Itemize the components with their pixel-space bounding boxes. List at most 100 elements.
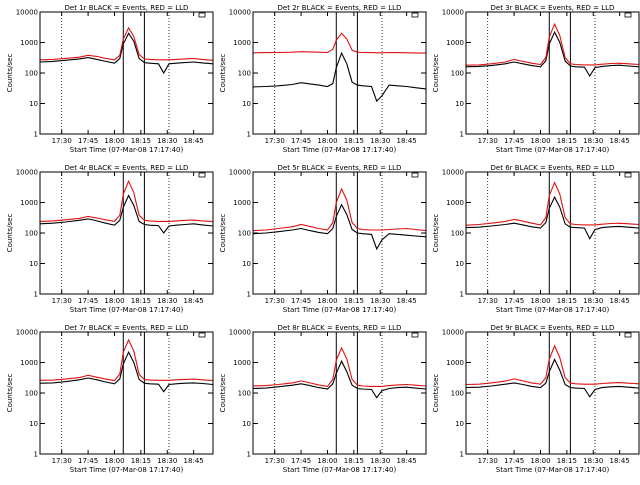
x-tick-label: 18:45 <box>184 297 204 305</box>
x-tick-label: 18:00 <box>530 457 550 465</box>
panel-det-6: Det 6r BLACK = Events, RED = LLD 1 10 100 10… <box>432 164 640 314</box>
y-tick-label: 1000 <box>20 359 38 367</box>
series-lld-line <box>39 338 214 382</box>
y-tick-label: 1000 <box>446 359 464 367</box>
x-tick-label: 18:45 <box>397 137 417 145</box>
y-tick-label: 1000 <box>233 199 251 207</box>
panel-det-4: Det 4r BLACK = Events, RED = LLD 1 10 100 10… <box>6 164 214 314</box>
corner-marker <box>198 332 206 338</box>
series-lld-line <box>252 32 427 54</box>
y-tick-label: 1 <box>247 451 251 459</box>
x-axis-label: Start Time (07-Mar-08 17:17:40) <box>496 306 610 314</box>
series-lld-line <box>465 344 640 386</box>
x-axis-label: Start Time (07-Mar-08 17:17:40) <box>283 306 397 314</box>
x-axis-label: Start Time (07-Mar-08 17:17:40) <box>70 306 184 314</box>
y-axis-label: Counts/sec <box>432 54 440 93</box>
y-tick-label: 10 <box>455 260 464 268</box>
panel-det-2: Det 2r BLACK = Events, RED = LLD 1 10 100 10… <box>219 4 427 154</box>
y-tick-label: 1 <box>247 291 251 299</box>
panel-det-9: Det 9r BLACK = Events, RED = LLD 1 10 100 10… <box>432 324 640 474</box>
y-tick-label: 1000 <box>446 199 464 207</box>
y-axis-label: Counts/sec <box>219 214 227 253</box>
series-events-line <box>252 359 427 399</box>
x-tick-label: 18:15 <box>131 457 151 465</box>
x-tick-label: 17:45 <box>78 137 98 145</box>
corner-marker <box>624 12 632 18</box>
panel-det-8: Det 8r BLACK = Events, RED = LLD 1 10 100 10… <box>219 324 427 474</box>
series-lld-line <box>252 346 427 387</box>
plot-frame <box>252 11 427 135</box>
y-tick-label: 1000 <box>233 359 251 367</box>
plot-frame <box>465 171 640 295</box>
corner-marker <box>411 12 419 18</box>
y-tick-label: 10000 <box>229 329 251 337</box>
x-tick-label: 18:45 <box>184 457 204 465</box>
x-axis-label: Start Time (07-Mar-08 17:17:40) <box>283 146 397 154</box>
series-events-line <box>39 194 214 234</box>
corner-marker <box>411 172 419 178</box>
y-tick-label: 10 <box>242 100 251 108</box>
x-tick-label: 17:30 <box>265 137 285 145</box>
plot-frame <box>252 331 427 455</box>
y-axis-label: Counts/sec <box>432 214 440 253</box>
panel-title: Det 8r BLACK = Events, RED = LLD <box>278 324 402 332</box>
x-tick-label: 18:45 <box>610 137 630 145</box>
y-tick-label: 100 <box>451 230 464 238</box>
y-tick-label: 1 <box>460 131 464 139</box>
x-tick-label: 17:45 <box>291 297 311 305</box>
corner-marker <box>624 172 632 178</box>
x-tick-label: 18:00 <box>317 297 337 305</box>
x-tick-label: 17:45 <box>78 297 98 305</box>
x-tick-label: 18:30 <box>157 137 177 145</box>
corner-marker <box>198 172 206 178</box>
panel-title: Det 3r BLACK = Events, RED = LLD <box>491 4 615 12</box>
series-lld-line <box>465 22 640 66</box>
x-tick-label: 18:30 <box>583 457 603 465</box>
y-tick-label: 100 <box>238 230 251 238</box>
y-tick-label: 10000 <box>229 169 251 177</box>
y-tick-label: 100 <box>451 390 464 398</box>
series-lld-line <box>39 26 214 61</box>
y-tick-label: 100 <box>25 390 38 398</box>
y-tick-label: 10000 <box>442 329 464 337</box>
series-events-line <box>39 32 214 75</box>
x-tick-label: 17:45 <box>78 457 98 465</box>
x-tick-label: 17:30 <box>52 137 72 145</box>
series-events-line <box>252 203 427 251</box>
y-tick-label: 1 <box>460 451 464 459</box>
x-tick-label: 18:00 <box>317 457 337 465</box>
y-tick-label: 1000 <box>233 39 251 47</box>
y-tick-label: 1000 <box>20 39 38 47</box>
x-tick-label: 18:15 <box>131 297 151 305</box>
x-tick-label: 18:00 <box>317 137 337 145</box>
x-tick-label: 17:45 <box>504 297 524 305</box>
x-tick-label: 17:30 <box>52 457 72 465</box>
x-tick-label: 18:45 <box>184 137 204 145</box>
x-tick-label: 18:15 <box>557 297 577 305</box>
x-tick-label: 18:30 <box>370 297 390 305</box>
x-tick-label: 18:00 <box>104 137 124 145</box>
x-axis-label: Start Time (07-Mar-08 17:17:40) <box>283 466 397 474</box>
y-tick-label: 1 <box>460 291 464 299</box>
x-tick-label: 18:00 <box>104 457 124 465</box>
x-tick-label: 18:30 <box>370 457 390 465</box>
panel-title: Det 1r BLACK = Events, RED = LLD <box>65 4 189 12</box>
x-tick-label: 18:45 <box>397 457 417 465</box>
x-tick-label: 18:00 <box>530 297 550 305</box>
y-tick-label: 10000 <box>229 9 251 17</box>
panel-title: Det 6r BLACK = Events, RED = LLD <box>491 164 615 172</box>
panel-title: Det 9r BLACK = Events, RED = LLD <box>491 324 615 332</box>
y-tick-label: 10 <box>29 100 38 108</box>
y-tick-label: 10000 <box>16 329 38 337</box>
x-tick-label: 18:00 <box>104 297 124 305</box>
x-tick-label: 18:15 <box>344 297 364 305</box>
x-tick-label: 17:45 <box>504 137 524 145</box>
y-axis-label: Counts/sec <box>219 54 227 93</box>
series-lld-line <box>252 187 427 232</box>
x-tick-label: 17:30 <box>265 297 285 305</box>
y-tick-label: 100 <box>25 230 38 238</box>
x-axis-label: Start Time (07-Mar-08 17:17:40) <box>70 146 184 154</box>
series-lld-line <box>465 181 640 226</box>
